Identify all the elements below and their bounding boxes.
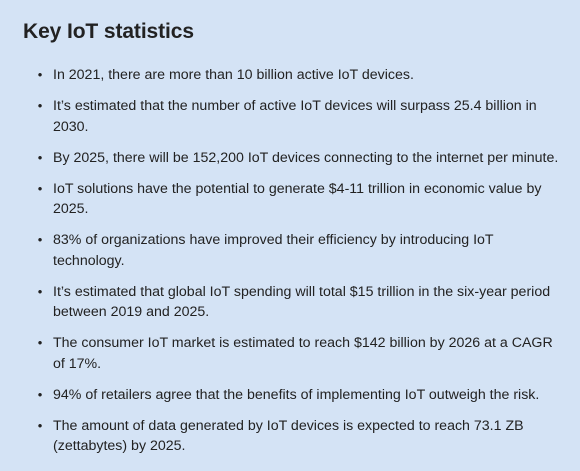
list-item-text: IoT solutions have the potential to gene… — [53, 180, 542, 218]
bullet-icon: • — [37, 283, 43, 299]
list-item: • It’s estimated that global IoT spending… — [23, 282, 560, 323]
list-item: • The consumer IoT market is estimated to… — [23, 333, 560, 374]
list-item: • 83% of organizations have improved thei… — [23, 230, 560, 271]
list-item: • 94% of retailers agree that the benefit… — [23, 385, 560, 406]
list-item-text: 83% of organizations have improved their… — [53, 232, 494, 269]
list-item-text: The consumer IoT market is estimated to … — [53, 335, 553, 372]
list-item: • In 2021, there are more than 10 billion… — [23, 65, 560, 86]
list-item-text: The amount of data generated by IoT devi… — [53, 417, 524, 455]
list-item-text: It’s estimated that the number of active… — [53, 98, 537, 135]
bullet-icon: • — [37, 149, 43, 165]
list-item: • The amount of data generated by IoT dev… — [23, 416, 560, 457]
list-item: • It’s estimated that the number of activ… — [23, 96, 560, 137]
list-item: • By 2025, there will be 152,200 IoT devi… — [23, 148, 560, 169]
bullet-icon: • — [37, 180, 43, 196]
bullet-icon: • — [37, 417, 43, 433]
bullet-icon: • — [37, 98, 43, 113]
bullet-icon: • — [37, 67, 43, 82]
statistics-list: • In 2021, there are more than 10 billion… — [23, 65, 560, 457]
bullet-icon: • — [37, 335, 43, 350]
list-item-text: 94% of retailers agree that the benefits… — [53, 386, 540, 403]
list-item: • IoT solutions have the potential to gen… — [23, 179, 560, 220]
list-item-text: In 2021, there are more than 10 billion … — [53, 67, 414, 83]
bullet-icon: • — [37, 386, 43, 402]
page-title: Key IoT statistics — [23, 20, 194, 43]
list-item-text: It’s estimated that global IoT spending … — [53, 283, 551, 321]
bullet-icon: • — [37, 232, 43, 247]
list-item-text: By 2025, there will be 152,200 IoT devic… — [53, 149, 559, 166]
